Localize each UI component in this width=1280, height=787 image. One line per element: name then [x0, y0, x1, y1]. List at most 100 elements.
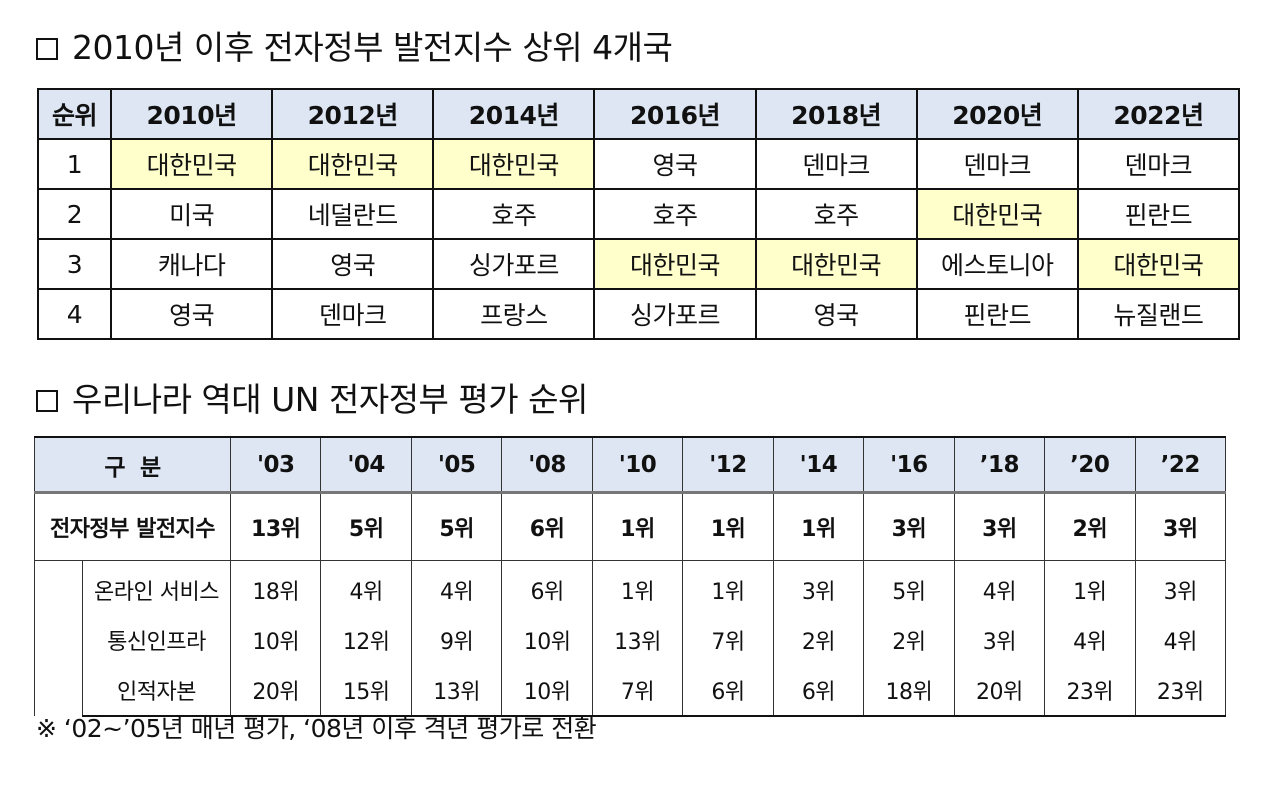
country-cell: 핀란드	[1076, 188, 1241, 240]
rank-row: 3 캐나다 영국 싱가포르 대한민국 대한민국 에스토니아 대한민국	[37, 238, 1241, 290]
footnote: ※ ‘02~’05년 매년 평가, ‘08년 이후 격년 평가로 전환	[36, 714, 597, 743]
country-cell: 영국	[593, 138, 757, 190]
sub-index-value: 4위	[410, 560, 503, 615]
country-cell: 대한민국	[1076, 238, 1241, 290]
sub-index-value: 4위	[1044, 615, 1136, 665]
year-header: 2010년	[109, 88, 274, 140]
main-index-row: 전자정부 발전지수 13위 5위 5위 6위 1위 1위 1위 3위 3위 2위 3위	[34, 492, 1227, 561]
rank-number: 2	[37, 188, 112, 240]
country-cell: 대한민국	[593, 238, 757, 290]
year-header: '04	[320, 436, 412, 494]
country-cell: 영국	[109, 288, 274, 340]
square-bullet-icon	[36, 38, 58, 60]
year-header: 2020년	[915, 88, 1079, 140]
rank-row: 4 영국 덴마크 프랑스 싱가포르 영국 핀란드 뉴질랜드	[37, 288, 1241, 340]
sub-index-value: 13위	[410, 665, 503, 717]
year-header: 2014년	[432, 88, 596, 140]
sub-index-value: 3위	[1134, 560, 1227, 615]
sub-index-value: 4위	[1134, 615, 1227, 665]
sub-index-label: 온라인 서비스	[82, 560, 231, 615]
un-ranking-table: 구 분 '03'04'05'08'10'12'14'16’18’20’22 전자…	[34, 436, 1227, 717]
section-1-heading: 2010년 이후 전자정부 발전지수 상위 4개국	[36, 28, 673, 68]
country-cell: 에스토니아	[915, 238, 1079, 290]
country-cell: 덴마크	[1076, 138, 1241, 190]
indent-spacer	[34, 560, 83, 716]
sub-index-value: 6위	[501, 560, 593, 615]
sub-index-value: 6위	[682, 665, 774, 717]
sub-index-value: 20위	[953, 665, 1046, 717]
top4-body: 1 대한민국 대한민국 대한민국 영국 덴마크 덴마크 덴마크 2 미국 네덜란드 호주 호주 호주 대한민…	[37, 138, 1241, 340]
year-header: '05	[410, 436, 503, 494]
main-index-value: 3위	[953, 492, 1046, 561]
country-cell: 프랑스	[432, 288, 596, 340]
rank-header: 순위	[37, 88, 112, 140]
sub-index-value: 10위	[229, 615, 322, 665]
country-cell: 캐나다	[109, 238, 274, 290]
sub-index-value: 5위	[863, 560, 955, 615]
year-header: 2012년	[271, 88, 435, 140]
rank-row: 2 미국 네덜란드 호주 호주 호주 대한민국 핀란드	[37, 188, 1241, 240]
sub-index-value: 10위	[501, 665, 593, 717]
year-header: '03	[229, 436, 322, 494]
year-header: 2018년	[754, 88, 918, 140]
country-cell: 덴마크	[271, 288, 435, 340]
main-index-value: 1위	[682, 492, 774, 561]
country-cell: 미국	[109, 188, 274, 240]
main-index-value: 5위	[410, 492, 503, 561]
country-cell: 네덜란드	[271, 188, 435, 240]
sub-index-value: 7위	[682, 615, 774, 665]
main-index-value: 3위	[1134, 492, 1227, 561]
country-cell: 대한민국	[432, 138, 596, 190]
main-index-value: 5위	[320, 492, 412, 561]
sub-index-value: 3위	[953, 615, 1046, 665]
country-cell: 대한민국	[915, 188, 1079, 240]
country-cell: 대한민국	[109, 138, 274, 190]
year-header: ’18	[953, 436, 1046, 494]
sub-index-label: 인적자본	[82, 665, 231, 717]
sub-index-value: 2위	[863, 615, 955, 665]
category-header: 구 분	[34, 436, 231, 494]
sub-index-value: 1위	[591, 560, 684, 615]
country-cell: 호주	[432, 188, 596, 240]
country-cell: 영국	[754, 288, 918, 340]
rank-row: 1 대한민국 대한민국 대한민국 영국 덴마크 덴마크 덴마크	[37, 138, 1241, 190]
sub-index-row: 인적자본 20위 15위 13위 10위 7위 6위 6위 18위 20위 23위 23위	[35, 665, 1227, 717]
sub-index-value: 18위	[229, 560, 322, 615]
un-body: 전자정부 발전지수 13위 5위 5위 6위 1위 1위 1위 3위 3위 2위 3위 온라인 서비스 1…	[34, 492, 1227, 717]
year-header: ’20	[1044, 436, 1136, 494]
country-cell: 싱가포르	[432, 238, 596, 290]
main-index-value: 3위	[863, 492, 955, 561]
country-cell: 덴마크	[915, 138, 1079, 190]
main-index-value: 6위	[501, 492, 593, 561]
year-header: '12	[682, 436, 774, 494]
top4-header-row: 순위 2010년 2012년 2014년 2016년 2018년 2020년 2022년	[37, 88, 1241, 140]
sub-index-value: 1위	[682, 560, 774, 615]
sub-index-value: 7위	[591, 665, 684, 717]
sub-index-value: 2위	[772, 615, 865, 665]
country-cell: 덴마크	[754, 138, 918, 190]
year-header: '16	[863, 436, 955, 494]
main-index-value: 1위	[772, 492, 865, 561]
year-header: '08	[501, 436, 593, 494]
sub-index-value: 9위	[410, 615, 503, 665]
year-header: 2022년	[1076, 88, 1241, 140]
rank-number: 4	[37, 288, 112, 340]
sub-index-value: 18위	[863, 665, 955, 717]
top4-table: 순위 2010년 2012년 2014년 2016년 2018년 2020년 2022년 1…	[37, 88, 1241, 340]
main-index-value: 1위	[591, 492, 684, 561]
sub-index-row: 통신인프라 10위 12위 9위 10위 13위 7위 2위 2위 3위 4위 4위	[35, 615, 1227, 665]
sub-index-value: 4위	[320, 560, 412, 615]
year-header: 2016년	[593, 88, 757, 140]
year-header: '10	[591, 436, 684, 494]
sub-index-value: 15위	[320, 665, 412, 717]
sub-index-value: 1위	[1044, 560, 1136, 615]
rank-number: 1	[37, 138, 112, 190]
country-cell: 핀란드	[915, 288, 1079, 340]
sub-index-value: 4위	[953, 560, 1046, 615]
section-2-heading: 우리나라 역대 UN 전자정부 평가 순위	[36, 380, 588, 420]
sub-index-value: 13위	[591, 615, 684, 665]
section-1-title: 2010년 이후 전자정부 발전지수 상위 4개국	[72, 28, 673, 67]
section-2-title: 우리나라 역대 UN 전자정부 평가 순위	[72, 380, 588, 419]
country-cell: 영국	[271, 238, 435, 290]
sub-index-value: 6위	[772, 665, 865, 717]
